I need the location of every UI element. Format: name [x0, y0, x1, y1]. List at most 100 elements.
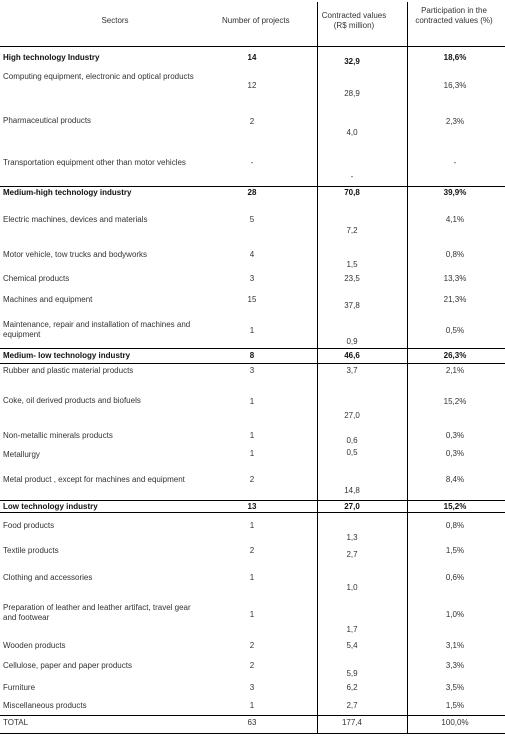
- project-count: 2: [249, 117, 255, 126]
- total-rule: [0, 715, 505, 716]
- participation-pct: 39,9%: [443, 188, 467, 197]
- contracted-value: 6,2: [346, 683, 358, 692]
- project-count: 1: [249, 610, 255, 619]
- project-count: 1: [249, 701, 255, 710]
- participation-pct: 0,5%: [445, 326, 465, 335]
- sector-name: TOTAL: [3, 718, 29, 727]
- project-count: 28: [247, 188, 257, 197]
- project-count: 1: [249, 326, 255, 335]
- contracted-value: 177,4: [341, 718, 363, 727]
- contracted-value: 23,5: [344, 274, 360, 283]
- project-count: -: [250, 158, 254, 167]
- sector-name: Clothing and accessories: [3, 573, 93, 582]
- contracted-value: -: [350, 172, 354, 181]
- project-count: 8: [249, 351, 255, 360]
- contracted-value: 0,6: [346, 436, 358, 445]
- participation-pct: 13,3%: [443, 274, 467, 283]
- participation-pct: 3,3%: [445, 661, 465, 670]
- contracted-value: 0,9: [346, 337, 358, 346]
- contracted-value: 32,9: [344, 57, 360, 66]
- project-count: 2: [249, 661, 255, 670]
- participation-pct: 0,8%: [445, 250, 465, 259]
- participation-pct: 16,3%: [443, 81, 467, 90]
- project-count: 2: [249, 546, 255, 555]
- contracted-value: 27,0: [344, 502, 360, 511]
- participation-pct: 3,1%: [445, 641, 465, 650]
- sector-name: Chemical products: [3, 274, 70, 283]
- contracted-value: 5,9: [346, 669, 358, 678]
- contracted-value: 27,0: [344, 411, 360, 420]
- group-rule: [0, 363, 505, 364]
- sector-name: Computing equipment, electronic and opti…: [3, 72, 194, 81]
- participation-pct: 100,0%: [441, 718, 469, 727]
- sector-name: Pharmaceutical products: [3, 116, 92, 125]
- contracted-value: 7,2: [346, 226, 358, 235]
- sector-name: Machines and equipment: [3, 295, 93, 304]
- contracted-value: 28,9: [344, 89, 360, 98]
- group-rule: [0, 500, 505, 501]
- project-count: 2: [249, 641, 255, 650]
- project-count: 3: [249, 683, 255, 692]
- contracted-value: 37,8: [344, 301, 360, 310]
- participation-pct: 15,2%: [443, 502, 467, 511]
- project-count: 2: [249, 475, 255, 484]
- project-count: 3: [249, 274, 255, 283]
- participation-pct: 8,4%: [445, 475, 465, 484]
- col-separator: [407, 2, 408, 733]
- group-rule: [0, 512, 505, 513]
- contracted-value: 1,3: [346, 533, 358, 542]
- contracted-value: 4,0: [346, 128, 358, 137]
- contracted-value: 0,5: [346, 448, 358, 457]
- project-count: 5: [249, 215, 255, 224]
- project-count: 14: [247, 53, 257, 62]
- participation-pct: 3,5%: [445, 683, 465, 692]
- header-projects: Number of projects: [222, 16, 290, 25]
- group-rule: [0, 348, 505, 349]
- sector-name: Low technology industry: [3, 502, 98, 511]
- participation-pct: 1,0%: [445, 610, 465, 619]
- header-participation: Participation in the contracted values (…: [415, 6, 493, 25]
- participation-pct: 0,8%: [445, 521, 465, 530]
- sector-name: Motor vehicle, tow trucks and bodyworks: [3, 250, 148, 259]
- project-count: 15: [247, 295, 257, 304]
- contracted-value: 1,7: [346, 625, 358, 634]
- sector-name: Coke, oil derived products and biofuels: [3, 396, 141, 405]
- sector-name: Medium-high technology industry: [3, 188, 132, 197]
- bottom-rule: [0, 733, 505, 734]
- sector-name: Cellulose, paper and paper products: [3, 661, 132, 670]
- contracted-value: 46,6: [344, 351, 360, 360]
- project-count: 1: [249, 397, 255, 406]
- participation-pct: 4,1%: [445, 215, 465, 224]
- participation-pct: 1,5%: [445, 701, 465, 710]
- participation-pct: 0,6%: [445, 573, 465, 582]
- project-count: 12: [247, 81, 257, 90]
- sector-name: Miscellaneous products: [3, 701, 87, 710]
- project-count: 1: [249, 449, 255, 458]
- participation-pct: -: [453, 158, 457, 167]
- sector-name: Textile products: [3, 546, 59, 555]
- col-separator: [317, 2, 318, 733]
- sector-name: High technology Industry: [3, 53, 100, 62]
- sector-name: Preparation of leather and leather artif…: [3, 603, 191, 622]
- contracted-value: 5,4: [346, 641, 358, 650]
- contracted-value: 1,5: [346, 260, 358, 269]
- sector-name: Food products: [3, 521, 55, 530]
- participation-pct: 2,3%: [445, 117, 465, 126]
- project-count: 1: [249, 431, 255, 440]
- project-count: 3: [249, 366, 255, 375]
- sector-name: Metal product , except for machines and …: [3, 475, 185, 484]
- project-count: 63: [247, 718, 257, 727]
- project-count: 1: [249, 573, 255, 582]
- project-count: 4: [249, 250, 255, 259]
- contracted-value: 14,8: [344, 486, 360, 495]
- sector-name: Rubber and plastic material products: [3, 366, 134, 375]
- sector-name: Non-metallic minerals products: [3, 431, 113, 440]
- contracted-value: 1,0: [346, 583, 358, 592]
- header-values: Contracted values (R$ million): [321, 11, 387, 30]
- header-rule: [0, 46, 505, 47]
- participation-pct: 0,3%: [445, 431, 465, 440]
- project-count: 13: [247, 502, 257, 511]
- contracted-value: 3,7: [346, 366, 358, 375]
- sector-name: Medium- low technology industry: [3, 351, 131, 360]
